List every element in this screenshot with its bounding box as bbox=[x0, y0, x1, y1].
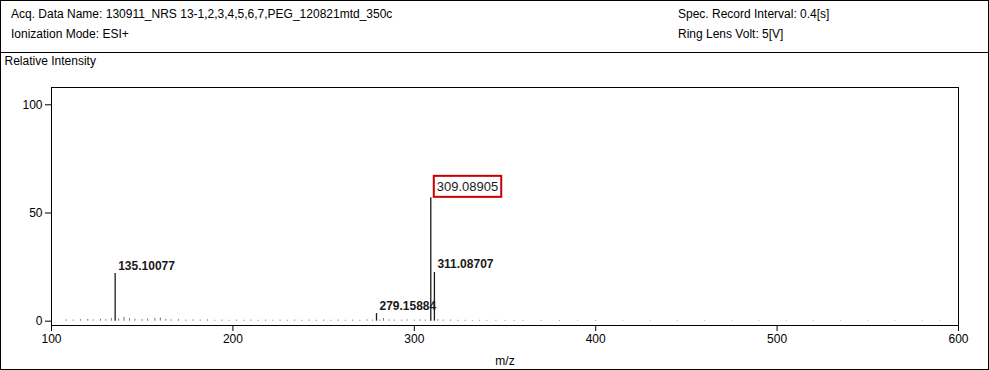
svg-text:50: 50 bbox=[29, 206, 43, 220]
svg-text:135.10077: 135.10077 bbox=[118, 259, 175, 273]
html-text:Ionization Mode: ESI+: Ionization Mode: ESI+ bbox=[11, 26, 129, 41]
svg-text:500: 500 bbox=[767, 332, 787, 346]
svg-text:400: 400 bbox=[586, 332, 606, 346]
svg-text:300: 300 bbox=[404, 332, 424, 346]
svg-text:309.08905: 309.08905 bbox=[437, 179, 498, 194]
svg-text:Relative Intensity: Relative Intensity bbox=[5, 54, 96, 68]
svg-text:279.15884: 279.15884 bbox=[379, 299, 436, 313]
html-text:Acq. Data Name: 130911_NRS 13-: Acq. Data Name: 130911_NRS 13-1,2,3,4,5,… bbox=[11, 7, 393, 21]
html-text:Spec. Record Interval: 0.4[s]: Spec. Record Interval: 0.4[s] bbox=[678, 7, 830, 21]
html-text:Ring Lens Volt: 5[V]: Ring Lens Volt: 5[V] bbox=[678, 26, 784, 41]
svg-text:0: 0 bbox=[36, 314, 43, 328]
svg-text:600: 600 bbox=[948, 332, 968, 346]
svg-text:200: 200 bbox=[223, 332, 243, 346]
svg-text:100: 100 bbox=[41, 332, 61, 346]
svg-text:100: 100 bbox=[22, 98, 42, 112]
svg-text:m/z: m/z bbox=[495, 354, 514, 368]
svg-text:311.08707: 311.08707 bbox=[437, 257, 493, 271]
